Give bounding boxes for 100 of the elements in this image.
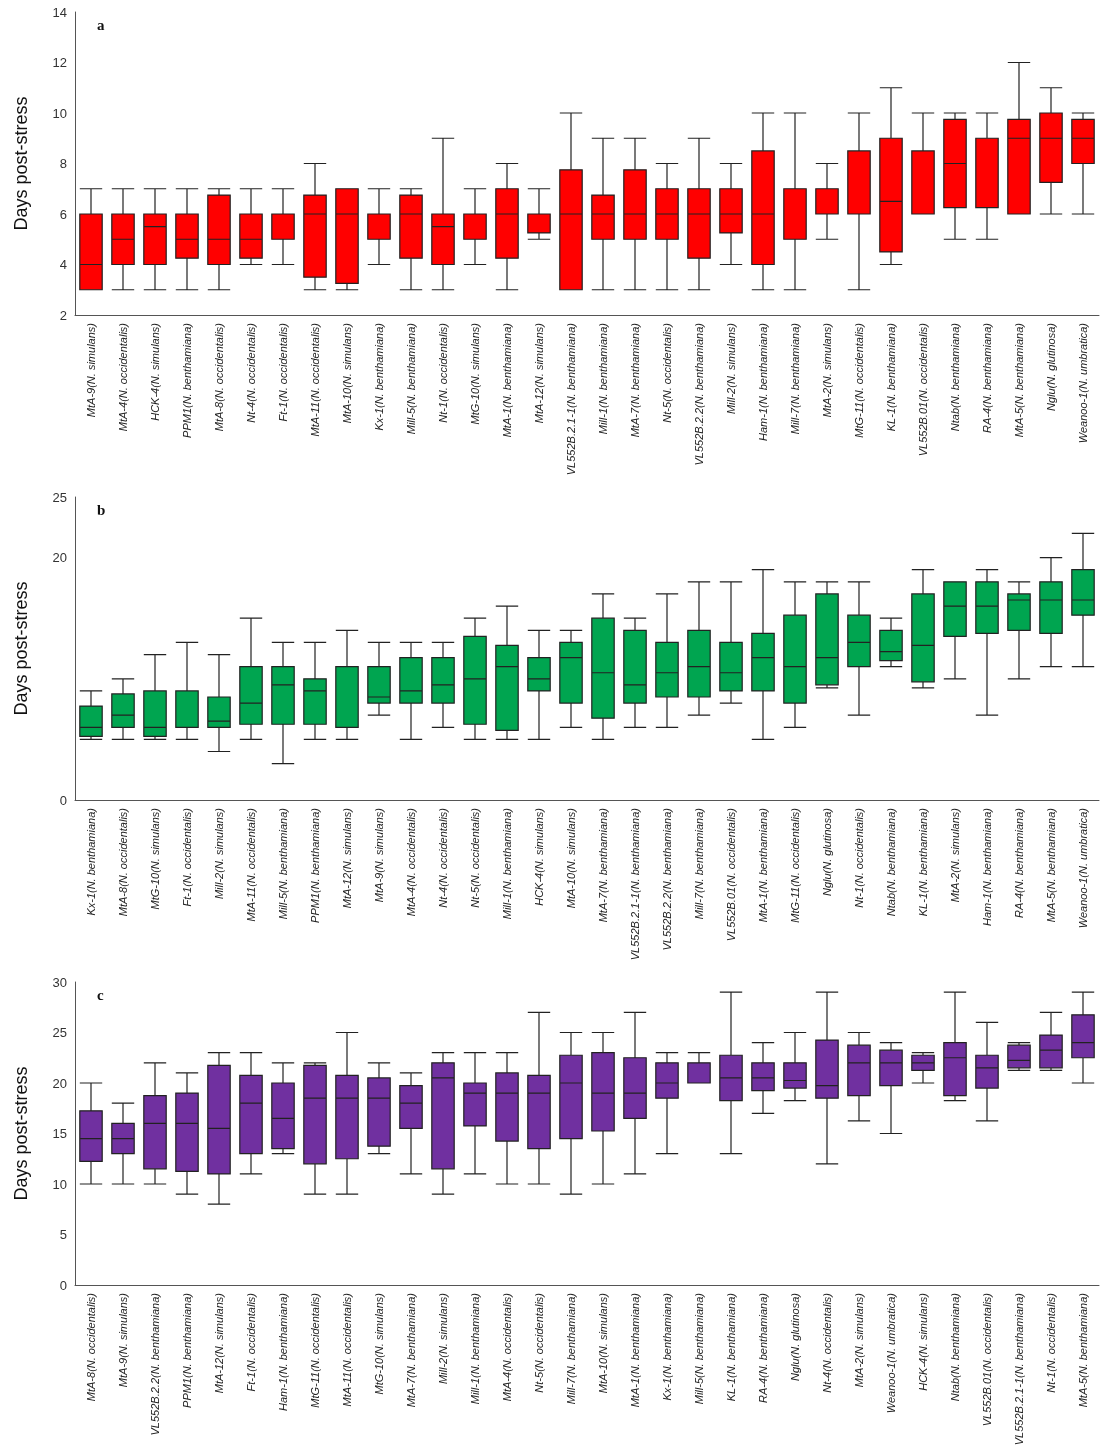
x-tick-label: MtA-9(N. simulans) <box>85 322 97 418</box>
x-tick-label: MtG-11(N. occidentalis) <box>309 1292 321 1408</box>
x-tick-label: MtA-4(N. occidentalis) <box>501 1292 513 1402</box>
x-tick-label: Nt-5(N. occidentalis) <box>661 322 673 423</box>
x-tick-label: Mill-1(N. benthamiana) <box>469 1292 481 1405</box>
x-tick-label: Mill-2(N. simulans) <box>437 1292 449 1385</box>
y-tick-label: 0 <box>59 1277 67 1293</box>
x-tick-label: MtA-4(N. occidentalis) <box>405 807 417 917</box>
x-tick-label: MtA-12(N. simulans) <box>533 322 545 424</box>
x-tick-label: Mill-7(N. benthamiana) <box>693 807 705 920</box>
x-tick-label: Mill-5(N. benthamiana) <box>405 322 417 435</box>
x-tick-label: MtA-2(N. simulans) <box>853 1292 865 1388</box>
y-tick-label: 6 <box>59 206 67 222</box>
x-tick-label: VL552B.2.2(N. benthamiana) <box>693 322 705 466</box>
x-tick-label: VL552B.2.2(N. benthamiana) <box>661 807 673 951</box>
x-tick-label: MtA-5(N. benthamiana) <box>1013 322 1025 438</box>
y-tick-label: 0 <box>59 792 67 808</box>
x-tick-label: Nglu(N. glutinosa) <box>789 1292 801 1382</box>
x-tick-label: RA-4(N. benthamiana) <box>1013 807 1025 919</box>
y-tick-label: 15 <box>52 1126 67 1141</box>
x-tick-label: Ntab(N. benthamiana) <box>949 1292 961 1402</box>
x-tick-label: Weanoo-1(N. umbratica) <box>1077 807 1089 929</box>
x-tick-label: Nt-4(N. occidentalis) <box>437 807 449 908</box>
x-tick-label: VL552B.2.2(N. benthamiana) <box>149 1292 161 1436</box>
x-tick-label: MtA-8(N. occidentalis) <box>85 1292 97 1402</box>
x-tick-label: Mill-7(N. benthamiana) <box>565 1292 577 1405</box>
x-tick-label: Nt-4(N. occidentalis) <box>245 322 257 423</box>
x-tick-label: Ft-1(N. occidentalis) <box>277 322 289 422</box>
x-tick-label: Ham-1(N. benthamiana) <box>757 322 769 441</box>
chart-title: b <box>97 501 106 518</box>
x-tick-label: RA-4(N. benthamiana) <box>757 1292 769 1404</box>
x-tick-label: MtA-10(N. simulans) <box>597 1292 609 1394</box>
x-tick-label: Nt-5(N. occidentalis) <box>533 1292 545 1393</box>
x-tick-label: HCK-4(N. simulans) <box>533 807 545 906</box>
x-tick-label: Kx-1(N. benthamiana) <box>661 1292 673 1401</box>
x-tick-label: MtA-4(N. occidentalis) <box>117 322 129 432</box>
x-tick-label: MtA-8(N. occidentalis) <box>117 807 129 917</box>
x-tick-label: MtA-1(N. benthamiana) <box>757 807 769 923</box>
x-tick-label: MtA-2(N. simulans) <box>949 807 961 903</box>
x-tick-label: Kx-1(N. benthamiana) <box>85 807 97 916</box>
x-tick-label: Ft-1(N. occidentalis) <box>181 807 193 907</box>
x-tick-label: KL-1(N. benthamiana) <box>917 807 929 917</box>
x-tick-label: Nt-5(N. occidentalis) <box>469 807 481 908</box>
y-tick-label: 30 <box>52 974 67 990</box>
y-tick-label: 8 <box>59 156 67 171</box>
x-tick-label: VL552B.2.1-1(N. benthamiana) <box>629 807 641 961</box>
y-tick-label: 10 <box>52 1176 67 1192</box>
x-tick-label: VL552B.01(N. occidentalis) <box>725 807 737 942</box>
x-tick-label: Mill-7(N. benthamiana) <box>789 322 801 435</box>
y-tick-label: 12 <box>52 55 67 70</box>
x-tick-label: Nglu(N. glutinosa) <box>821 807 833 897</box>
x-tick-label: Weanoo-1(N. umbratica) <box>885 1292 897 1414</box>
x-tick-label: Ntab(N. benthamiana) <box>949 322 961 432</box>
x-tick-label: Ntab(N. benthamiana) <box>885 807 897 917</box>
x-tick-label: MtA-12(N. simulans) <box>341 807 353 909</box>
x-tick-label: MtG-11(N. occidentalis) <box>789 807 801 923</box>
x-tick-label: MtA-5(N. benthamiana) <box>1045 807 1057 923</box>
chart-title: c <box>97 986 104 1003</box>
y-tick-label: 10 <box>52 105 67 121</box>
x-tick-label: MtA-7(N. benthamiana) <box>597 807 609 923</box>
x-tick-label: Mill-5(N. benthamiana) <box>693 1292 705 1405</box>
x-tick-label: Nt-1(N. occidentalis) <box>437 322 449 423</box>
x-tick-label: Mill-5(N. benthamiana) <box>277 807 289 920</box>
chart-title: a <box>97 16 105 33</box>
x-tick-label: MtG-11(N. occidentalis) <box>853 322 865 438</box>
x-tick-label: MtG-10(N. simulans) <box>149 807 161 910</box>
x-tick-label: Nt-4(N. occidentalis) <box>821 1292 833 1393</box>
x-tick-label: Mill-1(N. benthamiana) <box>597 322 609 435</box>
x-tick-label: MtA-5(N. benthamiana) <box>1077 1292 1089 1408</box>
x-tick-label: Nt-1(N. occidentalis) <box>853 807 865 908</box>
x-tick-label: PPM1(N. benthamiana) <box>181 1292 193 1408</box>
x-tick-label: MtA-2(N. simulans) <box>821 322 833 418</box>
x-tick-label: Mill-1(N. benthamiana) <box>501 807 513 920</box>
x-tick-label: VL552B.2.1-1(N. benthamiana) <box>1013 1292 1025 1446</box>
x-tick-label: MtA-1(N. benthamiana) <box>501 322 513 438</box>
y-tick-label: 2 <box>59 307 67 323</box>
x-tick-label: MtG-10(N. simulans) <box>469 322 481 425</box>
x-tick-label: Mill-2(N. simulans) <box>725 322 737 415</box>
x-tick-label: PPM1(N. benthamiana) <box>181 322 193 438</box>
y-axis-title: Days post-stress <box>11 96 31 231</box>
x-tick-label: Nt-1(N. occidentalis) <box>1045 1292 1057 1393</box>
x-tick-label: MtA-9(N. simulans) <box>117 1292 129 1388</box>
y-tick-label: 4 <box>59 257 67 272</box>
x-tick-label: HCK-4(N. simulans) <box>917 1292 929 1391</box>
x-tick-label: Ham-1(N. benthamiana) <box>981 807 993 926</box>
x-tick-label: RA-4(N. benthamiana) <box>981 322 993 434</box>
y-tick-label: 25 <box>52 1025 67 1040</box>
x-tick-label: MtG-10(N. simulans) <box>373 1292 385 1395</box>
y-tick-label: 14 <box>52 4 67 20</box>
x-tick-label: MtA-12(N. simulans) <box>213 1292 225 1394</box>
x-tick-label: VL552B.01(N. occidentalis) <box>917 322 929 457</box>
x-tick-label: HCK-4(N. simulans) <box>149 322 161 421</box>
y-tick-label: 25 <box>52 489 67 505</box>
y-tick-label: 20 <box>52 1075 67 1091</box>
x-tick-label: Nglu(N. glutinosa) <box>1045 322 1057 412</box>
x-tick-label: KL-1(N. benthamiana) <box>885 322 897 432</box>
y-axis-title: Days post-stress <box>11 581 31 716</box>
x-tick-label: MtA-9(N. simulans) <box>373 807 385 903</box>
x-tick-label: VL552B.01(N. occidentalis) <box>981 1292 993 1427</box>
x-tick-label: Ft-1(N. occidentalis) <box>245 1292 257 1392</box>
